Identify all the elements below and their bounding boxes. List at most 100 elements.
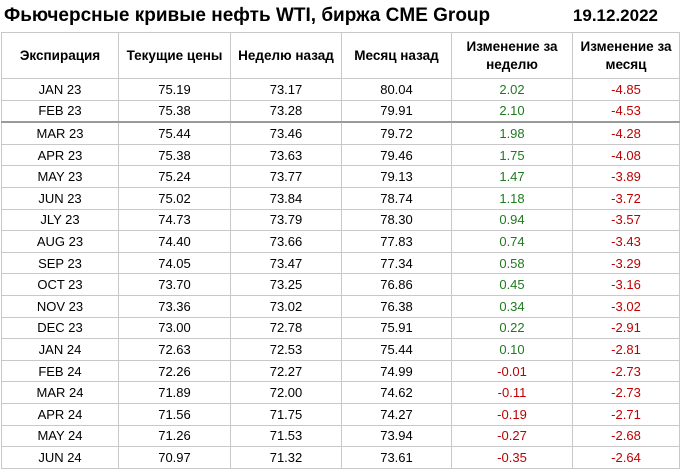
month-change-cell: -3.57 xyxy=(572,208,680,232)
table-body: JAN 23 75.19 73.17 80.04 2.02 -4.85 FEB 23 75.3… xyxy=(1,78,680,469)
week-change-cell: 0.45 xyxy=(451,273,573,296)
month-ago-cell: 75.91 xyxy=(341,316,452,340)
column-header-week-change: Изменение за неделю xyxy=(451,32,573,79)
table-row: APR 23 75.38 73.63 79.46 1.75 -4.08 xyxy=(1,143,680,167)
current-price-cell: 70.97 xyxy=(118,446,231,469)
week-ago-cell: 72.00 xyxy=(230,381,342,404)
month-ago-cell: 78.30 xyxy=(341,208,452,232)
week-change-cell: 0.58 xyxy=(451,251,573,275)
week-ago-cell: 72.78 xyxy=(230,316,342,340)
current-price-cell: 75.02 xyxy=(118,186,231,210)
current-price-cell: 75.24 xyxy=(118,165,231,188)
month-change-cell: -3.72 xyxy=(572,186,680,210)
table-row: DEC 23 73.00 72.78 75.91 0.22 -2.91 xyxy=(1,316,680,340)
expiration-cell: FEB 23 xyxy=(1,99,119,123)
month-change-cell: -2.64 xyxy=(572,446,680,469)
month-ago-cell: 74.62 xyxy=(341,381,452,404)
month-ago-cell: 76.38 xyxy=(341,294,452,318)
month-change-cell: -3.89 xyxy=(572,165,680,188)
table-row: MAY 23 75.24 73.77 79.13 1.47 -3.89 xyxy=(1,165,680,188)
week-change-cell: -0.19 xyxy=(451,402,573,426)
month-ago-cell: 77.34 xyxy=(341,251,452,275)
month-change-cell: -2.81 xyxy=(572,338,680,361)
month-ago-cell: 74.27 xyxy=(341,402,452,426)
table-row: NOV 23 73.36 73.02 76.38 0.34 -3.02 xyxy=(1,294,680,318)
expiration-cell: APR 23 xyxy=(1,143,119,167)
month-change-cell: -4.53 xyxy=(572,99,680,123)
month-ago-cell: 76.86 xyxy=(341,273,452,296)
month-change-cell: -3.29 xyxy=(572,251,680,275)
current-price-cell: 74.40 xyxy=(118,230,231,253)
report-date: 19.12.2022 xyxy=(572,6,658,25)
table-row: MAR 23 75.44 73.46 79.72 1.98 -4.28 xyxy=(1,121,680,145)
table-row: JUN 23 75.02 73.84 78.74 1.18 -3.72 xyxy=(1,186,680,210)
month-change-cell: -3.16 xyxy=(572,273,680,296)
current-price-cell: 73.70 xyxy=(118,273,231,296)
month-change-cell: -4.85 xyxy=(572,78,680,101)
table-row: JAN 24 72.63 72.53 75.44 0.10 -2.81 xyxy=(1,338,680,361)
expiration-cell: FEB 24 xyxy=(1,359,119,383)
week-change-cell: -0.01 xyxy=(451,359,573,383)
week-ago-cell: 73.79 xyxy=(230,208,342,232)
current-price-cell: 73.00 xyxy=(118,316,231,340)
current-price-cell: 72.26 xyxy=(118,359,231,383)
current-price-cell: 71.89 xyxy=(118,381,231,404)
week-change-cell: 0.22 xyxy=(451,316,573,340)
expiration-cell: MAR 23 xyxy=(1,121,119,145)
month-change-cell: -2.73 xyxy=(572,359,680,383)
table-row: FEB 23 75.38 73.28 79.91 2.10 -4.53 xyxy=(1,99,680,123)
expiration-cell: JUN 24 xyxy=(1,446,119,469)
week-ago-cell: 71.32 xyxy=(230,446,342,469)
week-ago-cell: 73.77 xyxy=(230,165,342,188)
week-change-cell: 1.98 xyxy=(451,121,573,145)
month-change-cell: -4.08 xyxy=(572,143,680,167)
week-ago-cell: 73.66 xyxy=(230,230,342,253)
week-change-cell: 1.75 xyxy=(451,143,573,167)
week-change-cell: 0.10 xyxy=(451,338,573,361)
current-price-cell: 72.63 xyxy=(118,338,231,361)
week-ago-cell: 73.63 xyxy=(230,143,342,167)
column-header-expiration: Экспирация xyxy=(1,32,119,79)
month-ago-cell: 80.04 xyxy=(341,78,452,101)
week-change-cell: 0.94 xyxy=(451,208,573,232)
table-row: AUG 23 74.40 73.66 77.83 0.74 -3.43 xyxy=(1,230,680,253)
table-row: SEP 23 74.05 73.47 77.34 0.58 -3.29 xyxy=(1,251,680,275)
month-change-cell: -3.43 xyxy=(572,230,680,253)
current-price-cell: 74.05 xyxy=(118,251,231,275)
current-price-cell: 71.56 xyxy=(118,402,231,426)
week-ago-cell: 73.84 xyxy=(230,186,342,210)
week-ago-cell: 73.47 xyxy=(230,251,342,275)
current-price-cell: 73.36 xyxy=(118,294,231,318)
month-ago-cell: 79.72 xyxy=(341,121,452,145)
table-header-row: Экспирация Текущие цены Неделю назад Мес… xyxy=(1,32,680,79)
week-ago-cell: 73.02 xyxy=(230,294,342,318)
current-price-cell: 75.38 xyxy=(118,143,231,167)
expiration-cell: JLY 23 xyxy=(1,208,119,232)
expiration-cell: JUN 23 xyxy=(1,186,119,210)
week-ago-cell: 72.27 xyxy=(230,359,342,383)
month-change-cell: -4.28 xyxy=(572,121,680,145)
current-price-cell: 74.73 xyxy=(118,208,231,232)
current-price-cell: 71.26 xyxy=(118,424,231,448)
month-ago-cell: 74.99 xyxy=(341,359,452,383)
week-ago-cell: 72.53 xyxy=(230,338,342,361)
week-change-cell: 1.18 xyxy=(451,186,573,210)
week-ago-cell: 73.46 xyxy=(230,121,342,145)
week-change-cell: -0.11 xyxy=(451,381,573,404)
month-change-cell: -3.02 xyxy=(572,294,680,318)
month-change-cell: -2.71 xyxy=(572,402,680,426)
expiration-cell: APR 24 xyxy=(1,402,119,426)
table-row: JAN 23 75.19 73.17 80.04 2.02 -4.85 xyxy=(1,78,680,101)
column-header-month-ago: Месяц назад xyxy=(341,32,452,79)
expiration-cell: MAY 24 xyxy=(1,424,119,448)
expiration-cell: SEP 23 xyxy=(1,251,119,275)
expiration-cell: AUG 23 xyxy=(1,230,119,253)
expiration-cell: JAN 24 xyxy=(1,338,119,361)
month-ago-cell: 75.44 xyxy=(341,338,452,361)
table-row: APR 24 71.56 71.75 74.27 -0.19 -2.71 xyxy=(1,402,680,426)
table-row: OCT 23 73.70 73.25 76.86 0.45 -3.16 xyxy=(1,273,680,296)
week-change-cell: 2.02 xyxy=(451,78,573,101)
month-ago-cell: 78.74 xyxy=(341,186,452,210)
page-title: Фьючерсные кривые нефть WTI, биржа CME G… xyxy=(4,5,491,26)
table-row: FEB 24 72.26 72.27 74.99 -0.01 -2.73 xyxy=(1,359,680,383)
